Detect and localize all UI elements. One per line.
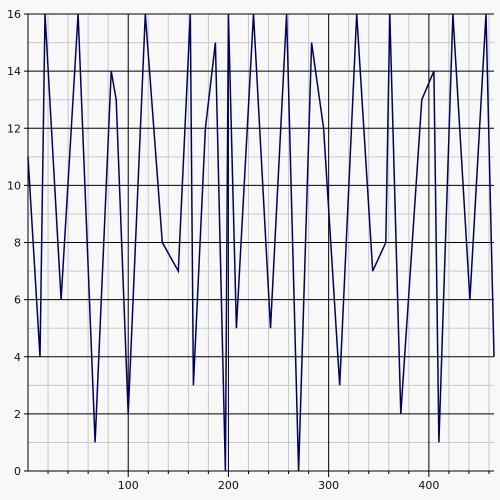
y-tick-labels: 0 2 4 6 8 10 12 14 16	[7, 8, 21, 478]
x-tick-label: 400	[418, 479, 439, 492]
series-layer	[27, 13, 495, 472]
axes	[24, 13, 494, 477]
series-line-0	[27, 13, 495, 472]
major-grid	[28, 13, 494, 472]
x-tick-label: 100	[118, 479, 139, 492]
y-tick-label: 16	[7, 8, 21, 21]
y-tick-label: 4	[14, 351, 21, 364]
y-tick-label: 2	[14, 408, 21, 421]
y-tick-label: 10	[7, 179, 21, 192]
y-tick-label: 0	[14, 465, 21, 478]
x-tick-label: 200	[218, 479, 239, 492]
x-tick-label: 300	[318, 479, 339, 492]
y-tick-label: 12	[7, 122, 21, 135]
y-tick-label: 6	[14, 294, 21, 307]
y-tick-label: 8	[14, 237, 21, 250]
y-tick-label: 14	[7, 65, 21, 78]
x-tick-labels: 100 200 300 400	[118, 479, 440, 492]
